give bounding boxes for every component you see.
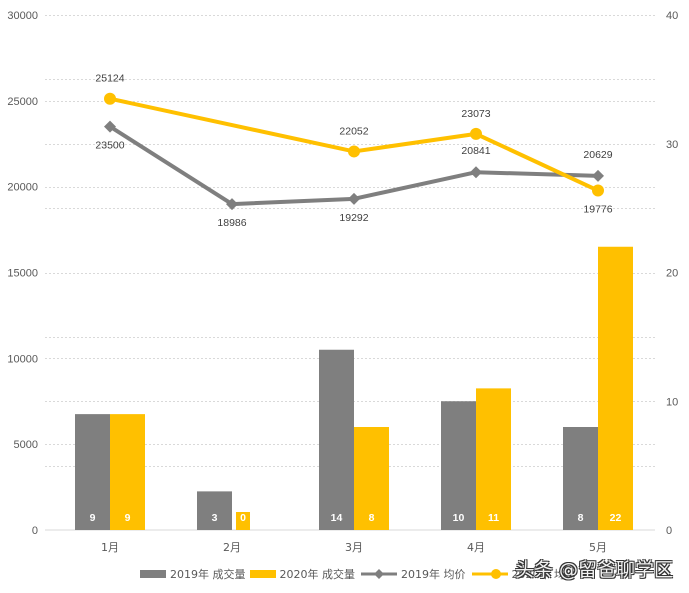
legend-label: 2020年 均价 bbox=[511, 568, 577, 581]
legend-label: 2019年 成交量 bbox=[170, 568, 246, 581]
price-value-label: 25124 bbox=[95, 73, 124, 85]
diamond-marker-icon bbox=[104, 120, 116, 133]
bar bbox=[476, 388, 511, 530]
bar bbox=[236, 512, 250, 530]
bar bbox=[197, 491, 232, 530]
left-tick-label: 10000 bbox=[7, 353, 38, 365]
price-value-label: 23073 bbox=[461, 108, 490, 120]
bar bbox=[110, 414, 145, 530]
bar bbox=[354, 427, 389, 530]
bar-value-label: 11 bbox=[488, 512, 499, 524]
legend-swatch-yellow-bar-icon bbox=[249, 570, 276, 578]
bar bbox=[563, 427, 598, 530]
diamond-marker-icon bbox=[348, 192, 360, 205]
price-value-label: 19776 bbox=[583, 204, 612, 216]
bar-value-label: 22 bbox=[610, 512, 622, 524]
bar-value-label: 0 bbox=[240, 512, 246, 524]
bar-value-label: 9 bbox=[90, 512, 96, 524]
price-value-label: 18986 bbox=[217, 217, 246, 229]
watermark: 头条 @留爸聊学区 bbox=[515, 559, 674, 581]
gridlines bbox=[45, 15, 655, 467]
left-tick-label: 20000 bbox=[7, 182, 38, 194]
diamond-marker-icon bbox=[592, 169, 604, 182]
line-series: 23500 18986 19292 20841 20629 25124 22052 23073… bbox=[95, 73, 612, 229]
bar-value-label: 3 bbox=[212, 512, 218, 524]
price-value-label: 23500 bbox=[95, 140, 124, 152]
legend-label: 2019年 均价 bbox=[401, 568, 466, 581]
category-label: 1月 bbox=[101, 541, 119, 554]
left-tick-label: 30000 bbox=[7, 10, 38, 22]
category-label: 3月 bbox=[345, 541, 363, 554]
price-line bbox=[109, 96, 599, 193]
price-line bbox=[108, 124, 599, 207]
bar-value-label: 14 bbox=[331, 512, 343, 524]
circle-marker-icon bbox=[104, 92, 116, 105]
price-value-label: 19292 bbox=[339, 212, 368, 224]
price-value-label: 22052 bbox=[339, 125, 368, 137]
left-tick-label: 0 bbox=[32, 525, 38, 537]
legend: 2019年 成交量 2020年 成交量 2019年 均价 2020年 均价 bbox=[140, 565, 580, 583]
right-tick-label: 30 bbox=[666, 139, 678, 151]
bar-value-label: 8 bbox=[578, 512, 584, 524]
right-axis: 0 10 20 30 40 bbox=[666, 10, 678, 537]
bar bbox=[75, 414, 110, 530]
price-value-label: 20629 bbox=[583, 149, 612, 161]
price-value-label: 20841 bbox=[461, 145, 490, 157]
bar-value-label: 9 bbox=[125, 512, 131, 524]
bar-value-label: 10 bbox=[453, 512, 465, 524]
category-axis-labels: 1月 2月 3月 4月 5月 bbox=[101, 541, 607, 554]
bar bbox=[441, 401, 476, 530]
legend-swatch-gray-bar-icon bbox=[140, 570, 166, 578]
legend-swatch-circle-line-icon bbox=[470, 568, 510, 580]
left-axis: 0 5000 10000 15000 20000 25000 30000 bbox=[7, 10, 38, 537]
bar bbox=[598, 246, 633, 530]
legend-label: 2020年 成交量 bbox=[279, 568, 356, 581]
category-label: 2月 bbox=[223, 541, 241, 554]
legend-item-2020-volume[interactable]: 2020年 成交量 bbox=[249, 566, 356, 582]
legend-swatch-diamond-line-icon bbox=[359, 568, 399, 580]
right-tick-label: 0 bbox=[666, 525, 672, 537]
left-tick-label: 5000 bbox=[14, 439, 38, 451]
bar-value-label: 8 bbox=[369, 512, 375, 524]
left-tick-label: 25000 bbox=[7, 96, 38, 108]
category-label: 4月 bbox=[467, 541, 485, 554]
circle-marker-icon bbox=[592, 184, 604, 197]
left-tick-label: 15000 bbox=[7, 268, 38, 280]
right-tick-label: 20 bbox=[666, 268, 678, 280]
circle-marker-icon bbox=[348, 145, 360, 158]
diamond-marker-icon bbox=[470, 166, 482, 179]
right-tick-label: 40 bbox=[666, 10, 678, 22]
diamond-marker-icon bbox=[226, 198, 238, 211]
legend-item-2020-price[interactable]: 2020年 均价 bbox=[470, 566, 577, 582]
bar-series: 9 3 14 10 8 9 0 8 11 22 bbox=[75, 246, 633, 530]
legend-item-2019-price[interactable]: 2019年 均价 bbox=[359, 566, 466, 582]
circle-marker-icon bbox=[470, 127, 482, 140]
legend-item-2019-volume[interactable]: 2019年 成交量 bbox=[140, 566, 246, 582]
right-tick-label: 10 bbox=[666, 396, 678, 408]
category-label: 5月 bbox=[589, 541, 607, 554]
bar bbox=[319, 349, 354, 530]
